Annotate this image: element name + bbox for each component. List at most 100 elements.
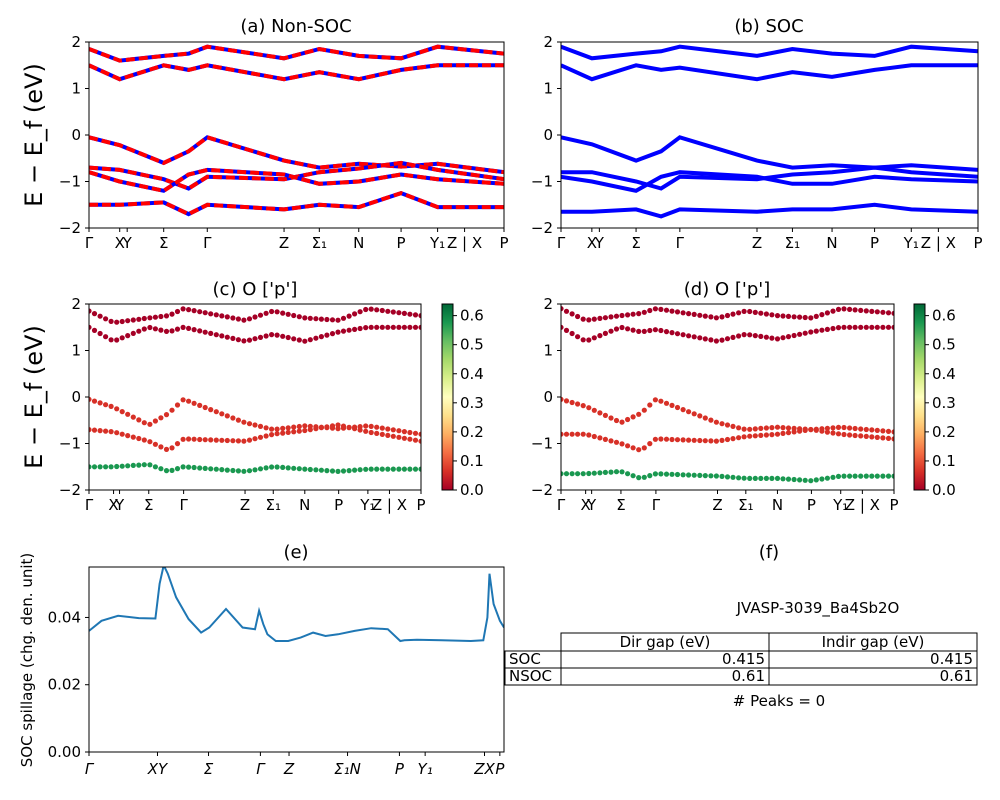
panel-d-point bbox=[569, 399, 575, 406]
panel-d-point bbox=[719, 473, 725, 479]
panel-c-point bbox=[241, 419, 247, 425]
panel-c-ytick-label: 0 bbox=[71, 388, 81, 406]
panel-d-cb-tick-label: 0.3 bbox=[932, 394, 956, 412]
panel-d-point bbox=[669, 330, 675, 336]
panel-d-point bbox=[880, 473, 886, 479]
panel-c-point bbox=[313, 335, 319, 341]
panel-c-point bbox=[114, 430, 120, 436]
panel-c-point bbox=[103, 464, 109, 470]
panel-d-point bbox=[747, 426, 753, 432]
panel-c-point bbox=[340, 315, 347, 321]
panel-c-point bbox=[180, 306, 186, 312]
panel-e-xtick-label: Σ bbox=[204, 760, 214, 778]
panel-d-point bbox=[691, 311, 697, 317]
panel-c-point bbox=[186, 436, 192, 442]
panel-c-point bbox=[241, 468, 247, 474]
panel-c-point bbox=[235, 438, 241, 444]
panel-c-ytick-label: −1 bbox=[59, 435, 81, 453]
panel-d-point bbox=[758, 475, 764, 481]
panel-a-xtick-label: X bbox=[115, 234, 125, 252]
panel-c-point bbox=[208, 437, 214, 443]
panel-c-point bbox=[186, 464, 192, 470]
panel-d-point bbox=[630, 311, 636, 317]
panel-d-point bbox=[702, 313, 708, 319]
panel-c-point bbox=[197, 436, 203, 443]
panel-d-point bbox=[780, 425, 786, 431]
panel-b-xtick-label: Z bbox=[752, 234, 762, 252]
panel-d-point bbox=[713, 438, 720, 444]
panel-d-point bbox=[719, 421, 725, 427]
panel-e-xtick-label: Γ bbox=[85, 760, 95, 778]
panel-c-point bbox=[108, 337, 114, 343]
panel-d-point bbox=[885, 473, 892, 479]
panel-d-point bbox=[730, 311, 736, 317]
panel-d-point bbox=[602, 469, 609, 475]
table-header-dir-gap: Dir gap (eV) bbox=[620, 633, 711, 651]
panel-d-point bbox=[758, 432, 764, 438]
panel-d-point bbox=[785, 425, 792, 431]
panel-d-point bbox=[586, 337, 592, 343]
panel-e-xtick-label: Z bbox=[283, 760, 295, 778]
panel-d-point bbox=[658, 327, 664, 334]
panel-d-point bbox=[808, 427, 814, 433]
panel-d-cb-tick-label: 0.6 bbox=[932, 307, 956, 325]
panel-d-point bbox=[713, 473, 720, 479]
panel-c-point bbox=[169, 467, 175, 473]
panel-b-ytick-label: −2 bbox=[531, 219, 553, 237]
panel-d-point bbox=[769, 425, 775, 431]
panel-c-point bbox=[241, 338, 247, 344]
panel-c-point bbox=[130, 434, 136, 440]
panel-c-point bbox=[224, 334, 230, 340]
panel-d-point bbox=[802, 477, 808, 483]
panel-c-point bbox=[91, 311, 98, 317]
panel-d-point bbox=[752, 333, 758, 339]
panel-f-title: (f) bbox=[759, 542, 779, 563]
panel-c-xtick-label: N bbox=[299, 496, 310, 514]
panel-d-point bbox=[586, 317, 592, 323]
panel-d-point bbox=[569, 311, 575, 317]
panel-c-ytick-label: 1 bbox=[71, 342, 81, 360]
panel-c-point bbox=[296, 314, 302, 320]
panel-c-point bbox=[329, 317, 336, 323]
panel-b-xtick-label: P bbox=[973, 234, 982, 252]
panel-c-point bbox=[401, 324, 407, 330]
panel-c-point bbox=[147, 324, 153, 331]
panel-c-point bbox=[274, 431, 280, 437]
panel-b-ytick-label: −1 bbox=[531, 173, 553, 191]
panel-c-point bbox=[352, 311, 358, 317]
panel-d-point bbox=[613, 313, 620, 319]
panel-d-point bbox=[680, 472, 686, 478]
panel-d-point bbox=[608, 415, 614, 421]
panel-d-point bbox=[791, 332, 797, 339]
panel-d-point bbox=[697, 472, 703, 478]
panel-d-point bbox=[569, 431, 575, 437]
panel-c-point bbox=[318, 467, 324, 473]
panel-d-point bbox=[752, 309, 758, 315]
spillage-line bbox=[89, 567, 504, 643]
panel-c-point bbox=[390, 466, 396, 472]
panel-c-point bbox=[307, 427, 313, 433]
panel-c-point bbox=[119, 431, 125, 437]
panel-a-band-structure: −2 −1 0 1 2 Γ XY Σ Γ Z Σ₁ N P Y₁ Z | X P bbox=[59, 33, 509, 252]
table-row-soc-label: SOC bbox=[509, 650, 541, 668]
panel-d-point bbox=[741, 308, 747, 314]
panel-d-point bbox=[741, 426, 747, 432]
panel-c-point bbox=[169, 328, 175, 334]
panel-d-point bbox=[841, 431, 847, 438]
panel-c-point bbox=[174, 402, 181, 408]
panel-d-point bbox=[869, 308, 875, 314]
panel-c-point bbox=[418, 438, 421, 444]
panel-d-point bbox=[613, 439, 620, 445]
panel-d-point bbox=[863, 426, 869, 433]
panel-d-point bbox=[774, 313, 781, 319]
panel-d-point bbox=[608, 438, 614, 444]
panel-c-point bbox=[368, 324, 374, 330]
panel-d-point bbox=[813, 328, 819, 334]
panel-b-ytick-label: 2 bbox=[543, 33, 553, 51]
panel-d-point bbox=[625, 443, 631, 449]
panel-d-points bbox=[561, 306, 894, 484]
panel-c-point bbox=[230, 415, 236, 421]
panel-d-point bbox=[736, 310, 742, 316]
panel-d-point bbox=[852, 432, 858, 439]
